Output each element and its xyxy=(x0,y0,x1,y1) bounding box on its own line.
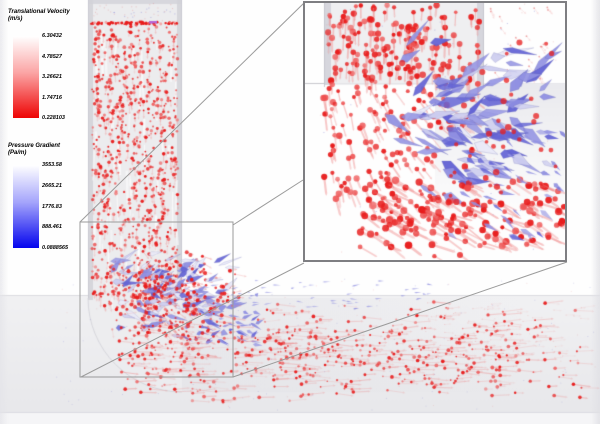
pressure-tick: 3553.58 xyxy=(42,162,62,168)
legend-velocity-title: Translational Velocity xyxy=(8,9,70,15)
legend-pressure-gradient: Pressure Gradient (Pa/m) 3553.58 2665.21… xyxy=(8,143,108,263)
velocity-tick: 0.228103 xyxy=(42,115,65,121)
velocity-tick: 1.74716 xyxy=(42,94,62,101)
pressure-tick: 2665.21 xyxy=(42,182,62,189)
velocity-tick: 4.78527 xyxy=(42,53,62,60)
legend-pressure-unit: (Pa/m) xyxy=(8,149,27,156)
pressure-tick: 0.0888565 xyxy=(42,245,68,251)
zoom-inset-view xyxy=(305,3,565,260)
legend-velocity-unit: (m/s) xyxy=(8,15,23,22)
velocity-tick: 6.30432 xyxy=(42,33,62,39)
pressure-tick: 888.461 xyxy=(42,224,62,231)
legend-translational-velocity: Translational Velocity (m/s) 6.30432 4.7… xyxy=(8,9,108,129)
pressure-tick: 1776.83 xyxy=(42,203,62,210)
velocity-tick: 3.26621 xyxy=(42,74,62,80)
zoom-inset-panel xyxy=(303,1,567,262)
legend-pressure-title: Pressure Gradient xyxy=(8,143,61,149)
pressure-colorbar xyxy=(13,165,39,248)
velocity-colorbar xyxy=(13,36,39,118)
